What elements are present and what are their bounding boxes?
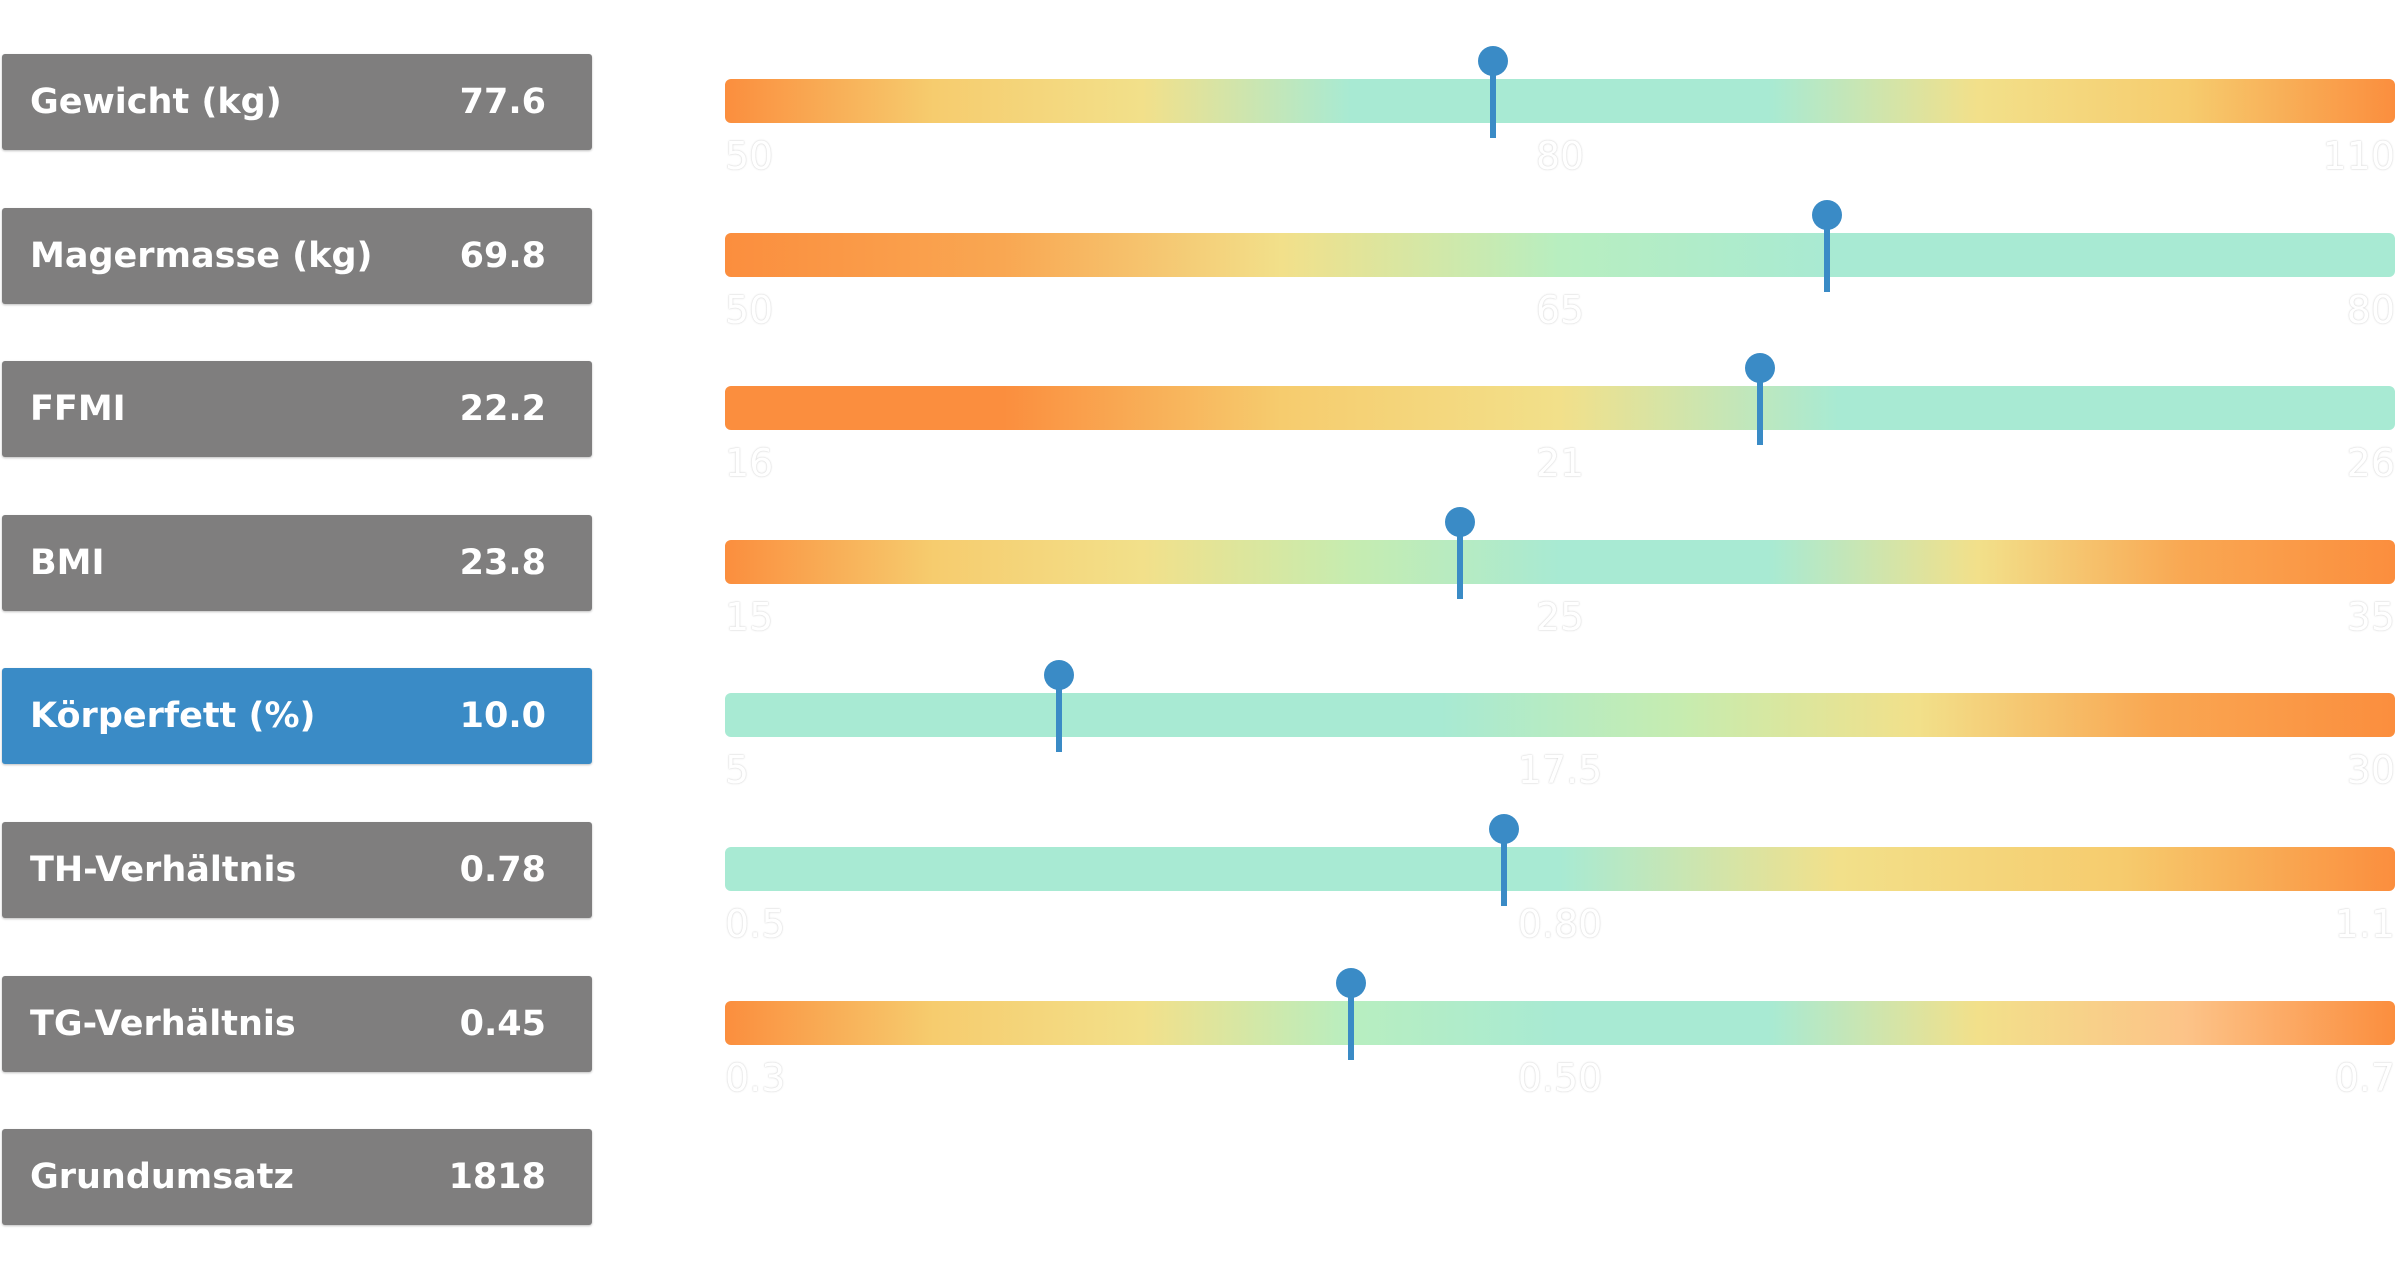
metric-name: TH-Verhältnis [30, 850, 297, 890]
range-gradient-bar [725, 540, 2395, 584]
range-scale: 0.3 0.50 0.7 [725, 968, 2395, 1126]
metric-row: TG-Verhältnis 0.45 0.3 0.50 0.7 [0, 968, 2400, 1126]
scale-tick-label: 0.80 [1517, 902, 1603, 946]
marker-dot [1745, 353, 1776, 383]
marker-dot [1044, 660, 1074, 690]
metric-row: Grundumsatz 1818 [0, 1129, 2400, 1279]
scale-tick-label: 50 [725, 288, 774, 332]
value-marker-pin [1044, 660, 1074, 760]
metric-value: 10.0 [459, 696, 546, 736]
metric-value: 1818 [448, 1157, 546, 1197]
marker-dot [1336, 968, 1367, 998]
scale-tick-label: 110 [2322, 134, 2395, 178]
metric-row: Gewicht (kg) 77.6 50 80 110 [0, 46, 2400, 204]
metric-value: 0.45 [459, 1004, 546, 1044]
scale-tick-label: 80 [2346, 288, 2395, 332]
range-scale: 50 65 80 [725, 200, 2395, 358]
marker-stem [1456, 521, 1463, 599]
marker-dot [1489, 814, 1520, 844]
metric-name: TG-Verhältnis [30, 1004, 296, 1044]
scale-tick-label: 16 [725, 441, 774, 485]
metric-row: Magermasse (kg) 69.8 50 65 80 [0, 200, 2400, 358]
value-marker-pin [1489, 814, 1520, 914]
scale-tick-label: 30 [2346, 748, 2395, 792]
metric-label-box[interactable]: FFMI 22.2 [2, 361, 592, 457]
metric-name: Grundumsatz [30, 1157, 294, 1197]
scale-tick-label: 65 [1535, 288, 1585, 332]
value-marker-pin [1812, 200, 1843, 300]
scale-tick-label: 50 [725, 134, 774, 178]
scale-tick-label: 80 [1535, 134, 1585, 178]
metric-label-box[interactable]: Grundumsatz 1818 [2, 1129, 592, 1225]
range-gradient-bar [725, 847, 2395, 891]
metric-value: 77.6 [459, 82, 546, 122]
metric-row: FFMI 22.2 16 21 26 [0, 353, 2400, 511]
marker-stem [1757, 367, 1764, 445]
range-scale: 5 17.5 30 [725, 660, 2395, 818]
metric-label-box[interactable]: BMI 23.8 [2, 515, 592, 611]
scale-tick-label: 17.5 [1517, 748, 1603, 792]
scale-tick-label: 0.50 [1517, 1056, 1603, 1100]
range-scale: 50 80 110 [725, 46, 2395, 204]
scale-tick-label: 1.1 [2334, 902, 2395, 946]
metric-value: 23.8 [459, 543, 546, 583]
scale-tick-label: 0.7 [2334, 1056, 2395, 1100]
scale-tick-label: 5 [725, 748, 750, 792]
metric-row: BMI 23.8 15 25 35 [0, 507, 2400, 665]
marker-stem [1490, 60, 1497, 138]
value-marker-pin [1444, 507, 1475, 607]
metric-label-box[interactable]: Körperfett (%) 10.0 [2, 668, 592, 764]
range-scale: 15 25 35 [725, 507, 2395, 665]
scale-tick-label: 35 [2346, 595, 2395, 639]
metric-name: Gewicht (kg) [30, 82, 282, 122]
metric-value: 0.78 [459, 850, 546, 890]
metric-row: Körperfett (%) 10.0 5 17.5 30 [0, 660, 2400, 818]
metric-value: 69.8 [459, 236, 546, 276]
marker-dot [1812, 200, 1843, 230]
range-gradient-bar [725, 386, 2395, 430]
marker-stem [1824, 214, 1831, 292]
marker-stem [1501, 828, 1508, 906]
scale-tick-label: 0.5 [725, 902, 786, 946]
range-scale: 16 21 26 [725, 353, 2395, 511]
metric-row: TH-Verhältnis 0.78 0.5 0.80 1.1 [0, 814, 2400, 972]
scale-tick-label: 15 [725, 595, 774, 639]
scale-tick-label: 26 [2346, 441, 2395, 485]
marker-stem [1348, 982, 1355, 1060]
metric-label-box[interactable]: TG-Verhältnis 0.45 [2, 976, 592, 1072]
metric-name: Magermasse (kg) [30, 236, 373, 276]
scale-tick-label: 0.3 [725, 1056, 786, 1100]
range-gradient-bar [725, 233, 2395, 277]
range-gradient-bar [725, 79, 2395, 123]
scale-tick-label: 21 [1535, 441, 1585, 485]
range-gradient-bar [725, 1001, 2395, 1045]
marker-dot [1478, 46, 1509, 76]
metric-label-box[interactable]: Gewicht (kg) 77.6 [2, 54, 592, 150]
metric-label-box[interactable]: Magermasse (kg) 69.8 [2, 208, 592, 304]
marker-dot [1444, 507, 1475, 537]
metric-name: FFMI [30, 389, 126, 429]
range-scale: 0.5 0.80 1.1 [725, 814, 2395, 972]
metric-label-box[interactable]: TH-Verhältnis 0.78 [2, 822, 592, 918]
marker-stem [1056, 674, 1062, 752]
value-marker-pin [1478, 46, 1509, 146]
value-marker-pin [1336, 968, 1367, 1068]
range-gradient-bar [725, 693, 2395, 737]
metric-name: Körperfett (%) [30, 696, 316, 736]
value-marker-pin [1745, 353, 1776, 453]
metric-value: 22.2 [459, 389, 546, 429]
scale-tick-label: 25 [1535, 595, 1585, 639]
metric-name: BMI [30, 543, 105, 583]
